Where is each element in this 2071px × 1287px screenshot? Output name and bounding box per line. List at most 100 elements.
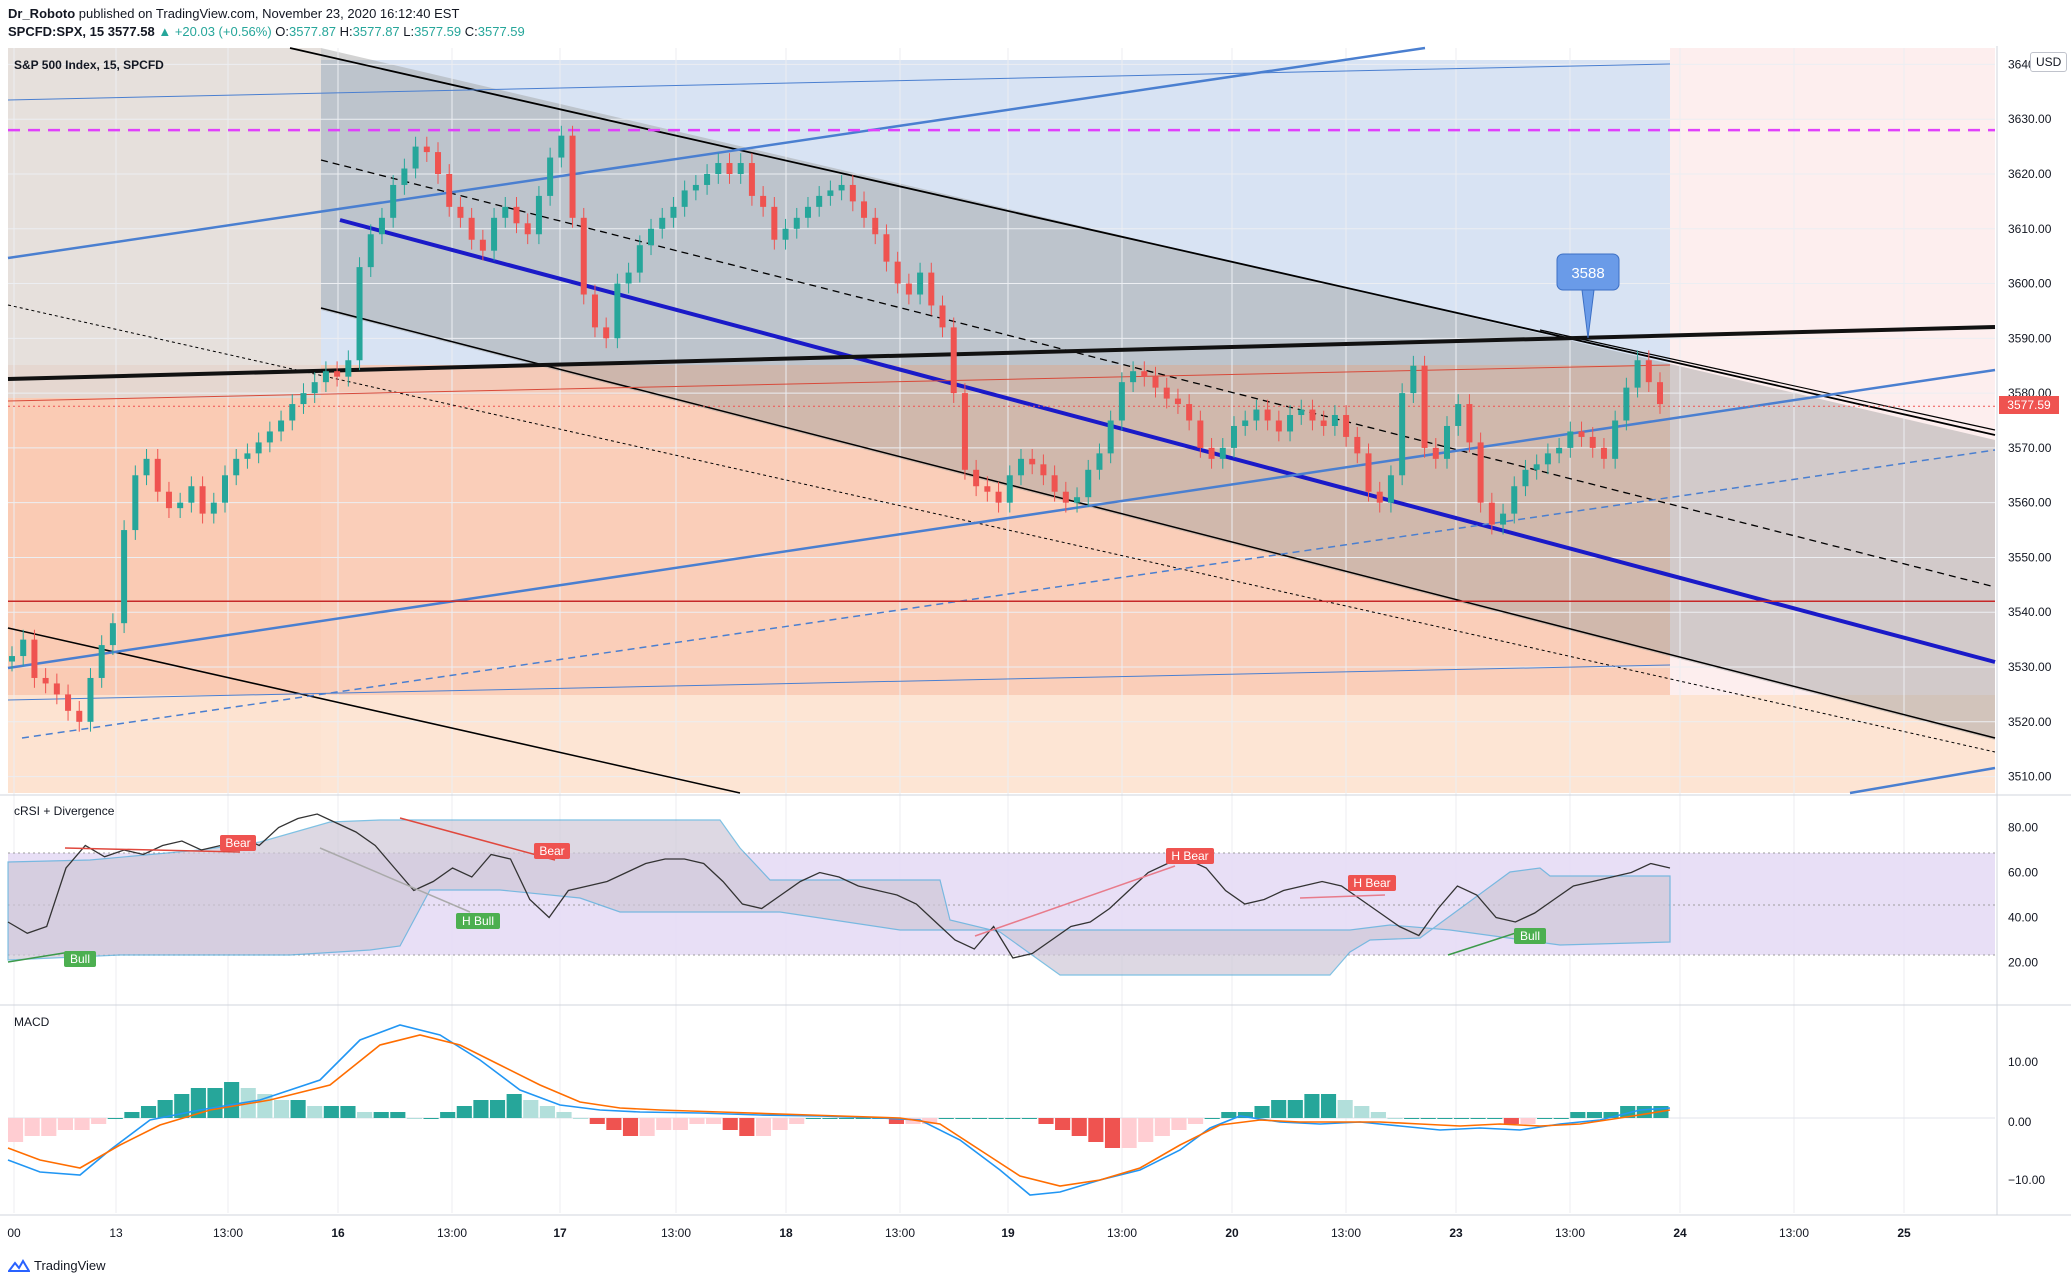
candle-body [1096, 453, 1103, 470]
crsi-pane [7, 813, 1995, 976]
macd-histogram-bar [689, 1118, 705, 1124]
time-tick-label: 13 [109, 1226, 123, 1240]
candle-body [1309, 409, 1316, 421]
macd-histogram-bar [373, 1112, 389, 1118]
candle-body [1298, 409, 1305, 416]
zone-blue-top [321, 60, 1670, 395]
candle-body [692, 184, 699, 191]
price-tick-label: 3590.00 [2008, 331, 2052, 345]
candle-body [995, 491, 1002, 503]
macd-histogram-bar [1320, 1094, 1337, 1118]
crsi-pane-title[interactable]: cRSI + Divergence [14, 804, 115, 818]
macd-histogram-bar [539, 1106, 555, 1118]
time-axis: 00 13 13:00 16 13:00 17 13:00 18 13:00 19 13:00 20 1… [7, 1226, 1911, 1240]
candle-body [390, 184, 397, 218]
candle-body [1511, 486, 1518, 514]
publisher-name[interactable]: Dr_Roboto [8, 6, 76, 21]
candle-body [636, 245, 643, 273]
candle-body [20, 639, 27, 657]
time-tick-label: 25 [1897, 1226, 1911, 1240]
macd-tick-label: 10.00 [2008, 1055, 2038, 1069]
hbear-label-1: H Bear [1171, 849, 1208, 863]
candle-body [513, 206, 520, 224]
macd-histogram-bar [423, 1118, 439, 1119]
candle-body [1612, 420, 1619, 459]
symbol-name[interactable]: SPCFD:SPX, 15 [8, 24, 105, 39]
macd-pane-title[interactable]: MACD [14, 1015, 50, 1029]
candle-body [109, 623, 116, 646]
candle-body [1500, 513, 1507, 525]
candle-body [165, 491, 172, 509]
callout-text: 3588 [1571, 265, 1604, 282]
callout-pointer [1581, 289, 1595, 339]
candle-body [793, 217, 800, 229]
level-red-thin [7, 364, 1671, 402]
macd-histogram-bar [639, 1118, 655, 1136]
crsi-dynamic-band [7, 819, 1671, 976]
candle-body [603, 327, 610, 339]
candle-body [984, 486, 991, 492]
candle-body [457, 206, 464, 218]
macd-histogram-bar [406, 1118, 422, 1119]
time-tick-label: 13:00 [1555, 1226, 1585, 1240]
zone-grey-channel [321, 48, 1995, 740]
candle-body [1107, 420, 1114, 454]
chart-header: Dr_Roboto published on TradingView.com, … [0, 0, 2071, 46]
macd-histogram-bar [74, 1118, 90, 1130]
channel-top-line [289, 47, 1996, 436]
candle-body [1522, 469, 1529, 487]
price-tick-label: 3620.00 [2008, 167, 2052, 181]
candle-body [278, 420, 285, 432]
macd-histogram-bar [124, 1112, 140, 1118]
macd-histogram-bar [57, 1118, 73, 1130]
candle-body [872, 217, 879, 235]
time-tick-label: 13:00 [213, 1226, 243, 1240]
macd-histogram-bar [922, 1118, 938, 1124]
macd-histogram-bar [1104, 1118, 1121, 1148]
rsi-tick-label: 40.00 [2008, 911, 2038, 925]
macd-histogram-bar [1271, 1100, 1287, 1118]
candle-body [569, 135, 576, 218]
main-pane-title[interactable]: S&P 500 Index, 15, SPCFD [14, 58, 164, 72]
candle-body [861, 201, 868, 218]
candle-body [748, 163, 755, 196]
macd-pane [7, 1024, 1995, 1196]
macd-histogram-bar [988, 1118, 1004, 1119]
footer-brand[interactable]: TradingView [8, 1258, 106, 1273]
macd-histogram-bar [1404, 1118, 1420, 1119]
macd-histogram-bar [1537, 1118, 1553, 1119]
macd-histogram-bar [1470, 1118, 1486, 1119]
candle-body [782, 228, 789, 240]
candle-body [356, 267, 363, 361]
candle-body [1197, 420, 1204, 448]
macd-histogram-bar [789, 1118, 805, 1124]
candle-body [1600, 447, 1607, 459]
candle-body [1466, 404, 1473, 443]
last-price-tag: 3577.59 [1999, 396, 2059, 414]
candle-body [1051, 475, 1058, 492]
price-callout[interactable]: 3588 [1556, 253, 1620, 339]
candle-body [547, 157, 554, 196]
macd-histogram-bar [1088, 1118, 1104, 1142]
candle-body [1354, 436, 1361, 454]
macd-histogram-bar [722, 1118, 738, 1130]
candle-body [502, 206, 509, 218]
currency-badge[interactable]: USD [2030, 52, 2068, 72]
bull-label-1: Bull [70, 952, 90, 966]
candle-body [31, 639, 38, 678]
macd-histogram-bar [622, 1118, 639, 1136]
rsi-tick-label: 60.00 [2008, 866, 2038, 880]
price-change: ▲ +20.03 (+0.56%) [158, 24, 272, 39]
macd-histogram-bar [1038, 1118, 1054, 1124]
rsi-tick-label: 80.00 [2008, 821, 2038, 835]
macd-histogram-bar [822, 1118, 838, 1119]
macd-histogram-bar [390, 1112, 406, 1118]
candle-body [1141, 371, 1148, 377]
candle-body [894, 261, 901, 284]
candle-body [378, 217, 385, 235]
steel-lower-right [1849, 766, 1996, 795]
candle-body [222, 475, 229, 503]
channel-bottom-line [320, 307, 1996, 739]
candle-body [289, 404, 296, 421]
